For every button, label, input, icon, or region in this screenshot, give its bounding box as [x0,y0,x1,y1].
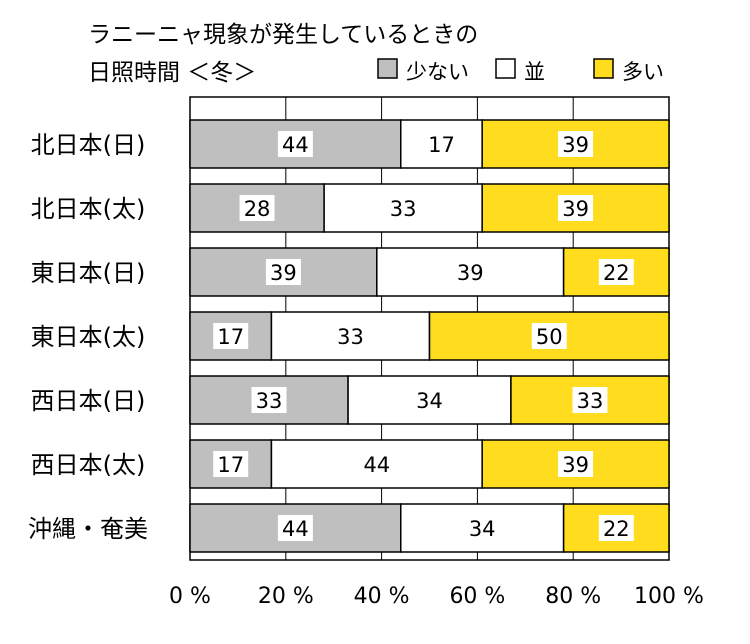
data-label-bg-0-0 [277,131,313,157]
legend-swatch-0 [377,58,398,79]
data-label-bg-6-2 [598,515,634,541]
legend-swatch-1 [495,58,516,79]
x-tick-label-5: 100 % [634,584,704,609]
data-label-6-2: 22 [603,517,630,541]
chart-title-line1: ラニーニャ現象が発生しているときの [88,22,478,48]
data-label-bg-3-1 [332,323,368,349]
data-label-5-1: 44 [363,453,390,477]
legend: 少ない 並 多い [377,58,664,84]
data-label-3-1: 33 [337,325,364,349]
data-label-bg-2-1 [452,259,488,285]
category-label-5: 西日本(太) [31,451,146,479]
data-label-bg-4-1 [412,387,447,413]
data-label-6-1: 34 [469,517,496,541]
data-label-4-2: 33 [577,389,604,413]
data-label-4-1: 34 [416,389,443,413]
data-label-0-0: 44 [282,133,309,157]
data-label-bg-5-2 [558,451,594,477]
data-label-5-0: 17 [217,453,244,477]
x-tick-label-0: 0 % [169,584,211,609]
data-label-2-0: 39 [270,261,297,285]
legend-swatch-2 [593,58,614,79]
x-tick-label-4: 80 % [545,584,601,609]
legend-label-0: 少ない [406,60,469,84]
data-label-0-2: 39 [562,133,589,157]
bars: 44 17 39 28 33 39 39 39 22 17 33 50 33 34 33 17 44 39 44 34… [189,119,670,553]
data-label-bg-2-0 [265,259,301,285]
bar-segment-0-1 [400,119,483,169]
category-label-1: 北日本(太) [31,195,146,223]
data-label-bg-1-1 [385,195,421,221]
data-label-2-1: 39 [457,261,484,285]
data-label-bg-5-1 [359,451,395,477]
data-label-bg-0-1 [423,131,459,157]
data-label-bg-1-2 [558,195,594,221]
data-label-0-1: 17 [428,133,455,157]
data-label-3-0: 17 [217,325,244,349]
y-axis-labels: 北日本(日) 北日本(太) 東日本(日) 東日本(太) 西日本(日) 西日本(太) 沖縄・奄… [28,131,148,543]
category-label-3: 東日本(太) [31,323,146,351]
data-label-bg-6-0 [277,515,313,541]
data-label-1-1: 33 [390,197,417,221]
chart-title-line2: 日照時間 ＜冬＞ [88,60,256,86]
category-label-6: 沖縄・奄美 [28,515,148,543]
category-label-2: 東日本(日) [31,259,146,287]
legend-label-1: 並 [524,60,545,84]
data-label-bg-3-2 [531,323,567,349]
data-label-bg-4-0 [251,387,287,413]
data-label-bg-1-0 [239,195,275,221]
data-label-1-0: 28 [244,197,271,221]
data-label-bg-3-0 [213,323,249,349]
data-label-3-2: 50 [536,325,563,349]
data-label-1-2: 39 [562,197,589,221]
x-tick-label-1: 20 % [258,584,314,609]
data-label-bg-6-1 [464,515,500,541]
data-label-4-0: 33 [256,389,283,413]
category-label-0: 北日本(日) [31,131,146,159]
x-axis-ticks: 0 % 20 % 40 % 60 % 80 % 100 % [169,584,704,609]
x-tick-label-2: 40 % [354,584,410,609]
legend-label-2: 多い [622,60,664,84]
x-tick-label-3: 60 % [449,584,505,609]
data-label-5-2: 39 [562,453,589,477]
data-label-bg-0-2 [558,131,594,157]
data-label-6-0: 44 [282,517,309,541]
data-label-bg-2-2 [598,259,634,285]
data-label-bg-5-0 [213,451,249,477]
data-label-2-2: 22 [603,261,630,285]
data-label-bg-4-2 [572,387,608,413]
category-label-4: 西日本(日) [31,387,146,415]
